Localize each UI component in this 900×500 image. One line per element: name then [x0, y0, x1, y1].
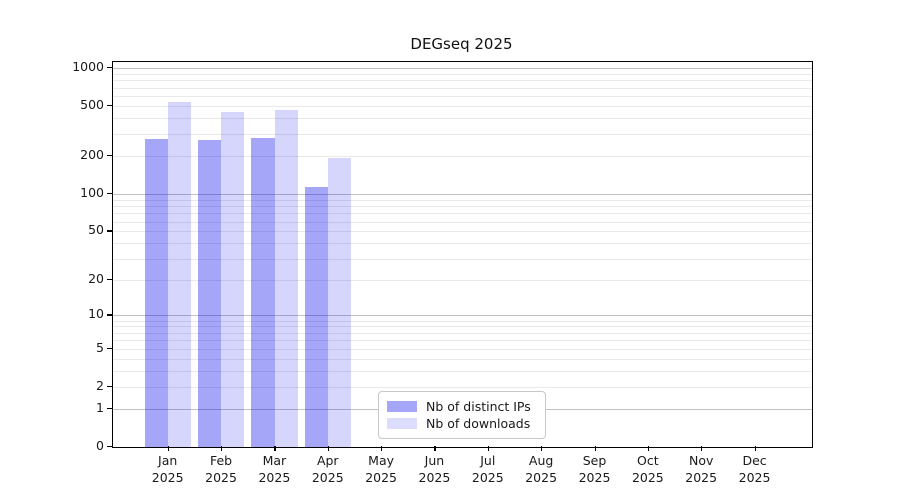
y-tick-label-50: 50	[88, 222, 104, 238]
x-tick-label-dec: Dec 2025	[738, 453, 771, 485]
x-tick-mark-mar	[274, 446, 276, 451]
legend-label-downloads: Nb of downloads	[426, 416, 531, 431]
grid-line-300	[113, 133, 812, 135]
grid-layer	[113, 62, 812, 447]
grid-line-4	[113, 358, 812, 360]
x-tick-label-sep: Sep 2025	[578, 453, 611, 485]
y-tick-mark-10	[107, 314, 112, 316]
x-tick-mark-jul	[487, 446, 489, 451]
y-tick-label-1: 1	[96, 399, 104, 415]
grid-line-20	[113, 280, 812, 281]
grid-line-2	[113, 386, 812, 388]
x-tick-label-jun: Jun 2025	[418, 453, 451, 485]
grid-line-80	[113, 205, 812, 207]
x-tick-mark-nov	[701, 446, 703, 451]
grid-line-8	[113, 326, 812, 328]
y-tick-mark-50	[107, 230, 112, 232]
y-tick-mark-0	[107, 446, 112, 448]
grid-line-500	[113, 106, 812, 107]
y-tick-mark-5	[107, 347, 112, 349]
grid-line-5	[113, 348, 812, 350]
legend-entry-distinct-ips: Nb of distinct IPs	[387, 398, 537, 415]
x-tick-label-oct: Oct 2025	[631, 453, 664, 485]
grid-line-90	[113, 199, 812, 201]
grid-line-30	[113, 258, 812, 260]
y-tick-label-1000: 1000	[72, 59, 104, 75]
grid-line-900	[113, 73, 812, 75]
legend-label-distinct-ips: Nb of distinct IPs	[426, 399, 531, 414]
grid-line-100	[113, 193, 812, 195]
grid-line-60	[113, 221, 812, 223]
plot-area	[112, 61, 813, 448]
bar-feb-distinct-ips	[198, 140, 222, 447]
x-tick-mark-jan	[167, 446, 169, 451]
y-tick-label-2: 2	[96, 377, 104, 393]
y-tick-label-5: 5	[96, 339, 104, 355]
bar-mar-distinct-ips	[251, 137, 275, 447]
x-tick-label-aug: Aug 2025	[525, 453, 558, 485]
y-tick-label-200: 200	[80, 147, 104, 163]
x-tick-mark-oct	[647, 446, 650, 451]
legend: Nb of distinct IPs Nb of downloads	[378, 391, 546, 439]
grid-line-400	[113, 118, 812, 120]
x-tick-label-jan: Jan 2025	[151, 453, 184, 485]
grid-line-600	[113, 96, 812, 98]
y-tick-mark-100	[107, 192, 112, 195]
grid-line-3	[113, 370, 812, 372]
bar-layer	[113, 62, 812, 447]
legend-swatch-distinct-ips	[387, 401, 417, 412]
x-tick-mark-apr	[327, 446, 329, 451]
bar-apr-distinct-ips	[304, 186, 328, 447]
grid-line-6	[113, 340, 812, 342]
x-tick-mark-dec	[754, 446, 756, 451]
y-tick-mark-2	[107, 385, 112, 387]
grid-line-9	[113, 320, 812, 322]
bar-jan-distinct-ips	[144, 138, 168, 447]
x-tick-label-nov: Nov 2025	[685, 453, 718, 485]
y-tick-label-20: 20	[88, 271, 104, 286]
y-tick-mark-1	[107, 407, 112, 410]
x-tick-label-mar: Mar 2025	[258, 453, 291, 485]
grid-line-700	[113, 87, 812, 89]
bar-jan-downloads	[167, 101, 192, 447]
grid-line-1000	[113, 68, 812, 70]
x-tick-mark-sep	[594, 446, 596, 451]
y-tick-mark-20	[107, 279, 112, 281]
y-tick-mark-1000	[107, 67, 112, 69]
grid-line-50	[113, 231, 812, 233]
grid-line-70	[113, 213, 812, 215]
grid-line-40	[113, 243, 812, 245]
x-tick-mark-feb	[221, 446, 223, 451]
x-tick-label-apr: Apr 2025	[311, 453, 344, 485]
bar-apr-downloads	[327, 158, 352, 447]
grid-line-800	[113, 80, 812, 82]
y-tick-label-10: 10	[88, 306, 104, 322]
y-tick-label-100: 100	[80, 184, 104, 200]
y-tick-mark-500	[107, 105, 112, 107]
grid-line-10	[113, 315, 812, 317]
grid-line-200	[113, 156, 812, 158]
x-tick-mark-jun	[434, 446, 436, 451]
y-tick-label-0: 0	[96, 438, 104, 453]
legend-swatch-downloads	[387, 418, 417, 429]
x-tick-label-feb: Feb 2025	[205, 453, 237, 485]
bar-feb-downloads	[221, 111, 245, 447]
bar-mar-downloads	[274, 109, 298, 447]
legend-entry-downloads: Nb of downloads	[387, 415, 537, 432]
y-tick-mark-200	[107, 155, 112, 157]
x-tick-label-jul: Jul 2025	[471, 453, 504, 485]
chart-title: DEGseq 2025	[410, 35, 513, 53]
x-tick-mark-may	[381, 446, 383, 451]
x-tick-label-may: May 2025	[365, 453, 397, 485]
x-tick-mark-aug	[541, 446, 543, 451]
grid-line-7	[113, 332, 812, 334]
y-tick-label-500: 500	[80, 97, 104, 112]
